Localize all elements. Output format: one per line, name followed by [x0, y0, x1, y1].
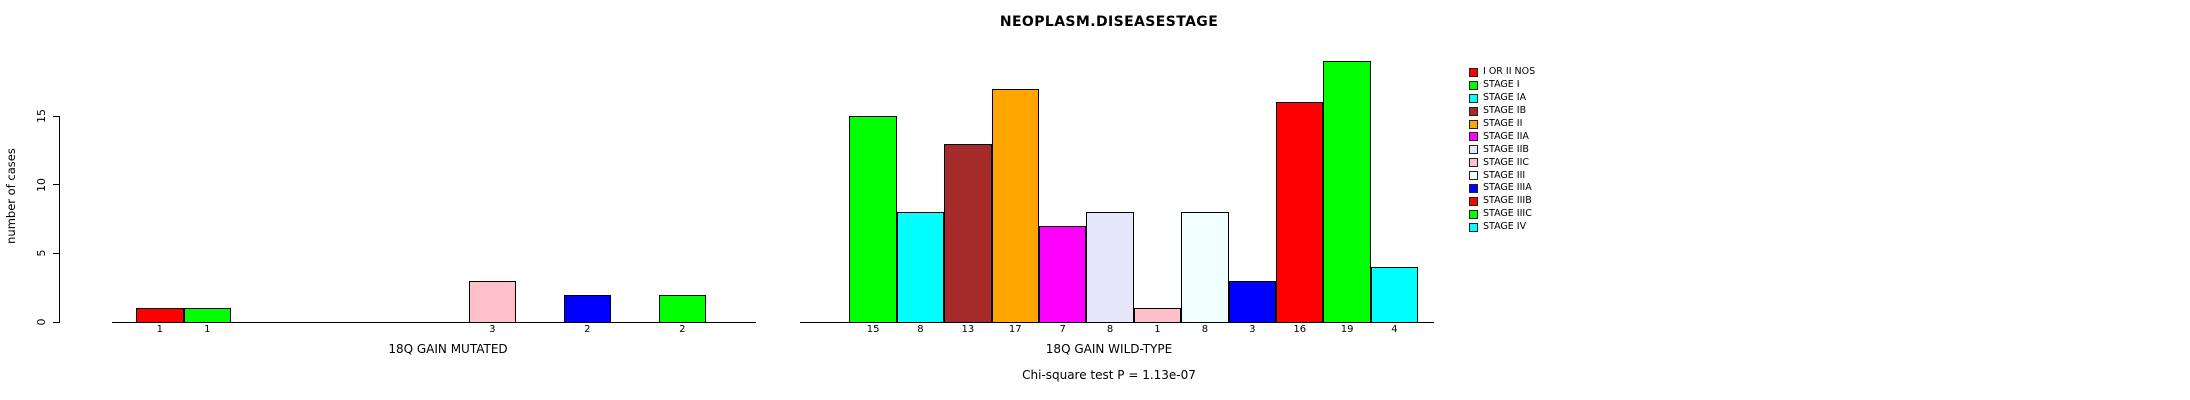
bar-value-label-18q-gain-mutated-i-or-ii-nos: 1: [156, 324, 163, 335]
bar-18q-gain-mutated-i-or-ii-nos: [136, 308, 184, 323]
legend-label-stage-iii: STAGE III: [1483, 169, 1526, 181]
bar-18q-gain-wild-type-stage-iib: [1086, 212, 1134, 323]
y-tick-label-5: 5: [34, 249, 48, 257]
bar-18q-gain-wild-type-stage-iic: [1133, 308, 1182, 323]
bar-value-label-18q-gain-wild-type-stage-ii: 17: [1008, 324, 1022, 335]
chart-title: NEOPLASM.DISEASESTAGE: [999, 14, 1219, 30]
bar-18q-gain-mutated-stage-iiia: [563, 294, 611, 323]
legend-swatch-stage-ia: [1469, 93, 1478, 103]
legend-item-stage-iii: STAGE III: [1469, 169, 1535, 182]
bar-18q-gain-wild-type-stage-iiia: [1228, 280, 1276, 323]
x-axis-line-18q-gain-mutated: [112, 322, 756, 323]
legend-swatch-stage-iib: [1469, 145, 1478, 155]
bar-value-label-18q-gain-wild-type-stage-i: 15: [866, 324, 880, 335]
legend-swatch-stage-iiic: [1469, 209, 1478, 219]
y-axis-line: [59, 116, 60, 323]
legend-item-stage-iv: STAGE IV: [1469, 221, 1535, 234]
panel-label-mutated: 18Q GAIN MUTATED: [388, 342, 508, 356]
y-tick-mark-15: [53, 115, 59, 117]
legend-item-stage-iiic: STAGE IIIC: [1469, 208, 1535, 221]
legend-label-stage-ii: STAGE II: [1483, 118, 1523, 129]
bar-value-label-18q-gain-wild-type-stage-iii: 8: [1201, 324, 1209, 335]
legend-item-stage-ii: STAGE II: [1469, 118, 1535, 131]
y-tick-mark-0: [53, 321, 59, 323]
legend-item-stage-iiia: STAGE IIIA: [1469, 182, 1535, 195]
legend-swatch-stage-iiib: [1469, 196, 1478, 206]
legend-item-stage-ib: STAGE IB: [1469, 105, 1535, 118]
bar-value-label-18q-gain-wild-type-stage-iiic: 19: [1340, 324, 1354, 335]
bar-18q-gain-wild-type-stage-i: [849, 116, 897, 323]
legend-item-stage-i: STAGE I: [1469, 79, 1535, 92]
bar-18q-gain-wild-type-stage-ib: [944, 143, 992, 323]
bar-value-label-18q-gain-wild-type-stage-iia: 7: [1059, 324, 1066, 335]
legend-swatch-stage-ii: [1469, 119, 1478, 129]
y-axis-label: number of cases: [4, 148, 18, 244]
bar-18q-gain-wild-type-stage-iiib: [1276, 102, 1324, 323]
bar-18q-gain-wild-type-stage-iiic: [1323, 61, 1371, 323]
legend-label-stage-iib: STAGE IIB: [1483, 143, 1529, 155]
legend-swatch-stage-iia: [1469, 132, 1478, 142]
legend-item-i-or-ii-nos: I OR II NOS: [1469, 66, 1535, 79]
bar-value-label-18q-gain-mutated-stage-iiia: 2: [584, 324, 591, 335]
bar-value-label-18q-gain-mutated-stage-iic: 3: [489, 324, 496, 335]
legend-label-stage-i: STAGE I: [1483, 79, 1520, 91]
legend-swatch-stage-iii: [1469, 171, 1478, 181]
chi-square-annotation: Chi-square test P = 1.13e-07: [1022, 368, 1196, 382]
legend-item-stage-iia: STAGE IIA: [1469, 130, 1535, 143]
legend-label-stage-iiic: STAGE IIIC: [1483, 208, 1532, 220]
legend-label-stage-iiia: STAGE IIIA: [1483, 182, 1532, 194]
y-tick-mark-10: [53, 184, 59, 186]
bar-18q-gain-mutated-stage-iic: [468, 280, 516, 323]
legend-swatch-stage-i: [1469, 80, 1478, 90]
y-tick-mark-5: [53, 252, 59, 254]
bar-18q-gain-wild-type-stage-iv: [1370, 267, 1419, 323]
legend-item-stage-ia: STAGE IA: [1469, 92, 1535, 105]
y-tick-label-0: 0: [34, 318, 48, 326]
legend-swatch-stage-iv: [1469, 222, 1478, 232]
bar-value-label-18q-gain-wild-type-stage-ib: 13: [961, 324, 975, 335]
bar-18q-gain-wild-type-stage-iia: [1039, 225, 1087, 323]
legend-swatch-stage-ib: [1469, 106, 1478, 116]
legend-label-stage-iia: STAGE IIA: [1483, 130, 1529, 142]
legend-label-stage-ib: STAGE IB: [1483, 105, 1527, 117]
legend-item-stage-iiib: STAGE IIIB: [1469, 195, 1535, 208]
bar-value-label-18q-gain-mutated-stage-iiic: 2: [679, 324, 686, 335]
legend-swatch-stage-iiia: [1469, 183, 1478, 193]
legend-label-stage-iic: STAGE IIC: [1483, 156, 1530, 168]
bar-18q-gain-wild-type-stage-ia: [896, 212, 945, 323]
y-tick-label-10: 10: [34, 177, 48, 192]
bar-value-label-18q-gain-mutated-stage-i: 1: [204, 324, 211, 335]
bar-value-label-18q-gain-wild-type-stage-ia: 8: [917, 324, 924, 335]
legend-item-stage-iib: STAGE IIB: [1469, 143, 1535, 156]
legend-swatch-stage-iic: [1469, 158, 1478, 168]
legend-label-stage-iiib: STAGE IIIB: [1483, 195, 1532, 207]
legend-item-stage-iic: STAGE IIC: [1469, 156, 1535, 169]
bar-value-label-18q-gain-wild-type-stage-iiib: 16: [1293, 324, 1307, 335]
legend-swatch-i-or-ii-nos: [1469, 67, 1478, 77]
bar-value-label-18q-gain-wild-type-stage-iiia: 3: [1249, 324, 1256, 335]
bar-18q-gain-wild-type-stage-iii: [1181, 212, 1229, 323]
legend-label-stage-ia: STAGE IA: [1483, 92, 1527, 104]
bar-value-label-18q-gain-wild-type-stage-iv: 4: [1391, 324, 1398, 335]
legend-label-stage-iv: STAGE IV: [1483, 221, 1527, 233]
legend-label-i-or-ii-nos: I OR II NOS: [1483, 66, 1536, 78]
bar-value-label-18q-gain-wild-type-stage-iib: 8: [1106, 324, 1114, 335]
bar-value-label-18q-gain-wild-type-stage-iic: 1: [1154, 324, 1161, 335]
y-tick-label-15: 15: [34, 109, 48, 124]
legend: I OR II NOS STAGE I STAGE IA STAGE IB STAGE …: [1469, 66, 1535, 234]
bar-18q-gain-mutated-stage-iiic: [658, 294, 706, 323]
bar-18q-gain-mutated-stage-i: [183, 308, 231, 323]
bar-18q-gain-wild-type-stage-ii: [991, 88, 1039, 323]
panel-label-wild-type: 18Q GAIN WILD-TYPE: [1045, 342, 1173, 356]
